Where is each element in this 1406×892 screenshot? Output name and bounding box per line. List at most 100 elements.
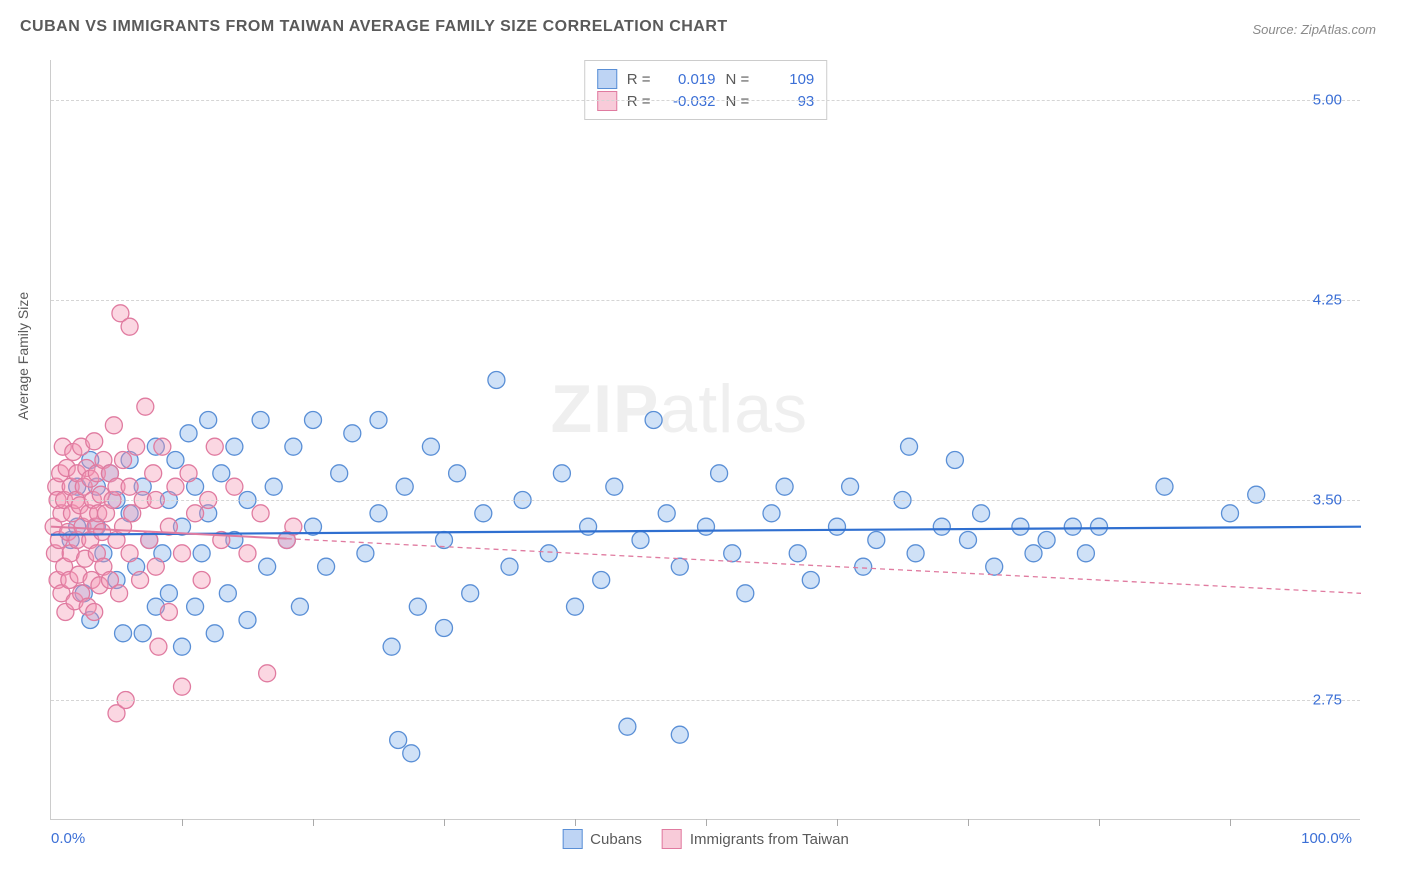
data-point — [167, 478, 184, 495]
data-point — [645, 412, 662, 429]
data-point — [331, 465, 348, 482]
data-point — [370, 505, 387, 522]
data-point — [390, 732, 407, 749]
data-point — [121, 545, 138, 562]
data-point — [842, 478, 859, 495]
data-point — [239, 612, 256, 629]
data-point — [318, 558, 335, 575]
data-point — [239, 545, 256, 562]
data-point — [698, 518, 715, 535]
r-label: R = — [627, 93, 651, 110]
data-point — [134, 625, 151, 642]
r-value-taiwan: -0.032 — [661, 93, 716, 110]
scatter-svg — [51, 60, 1360, 819]
gridline — [51, 300, 1360, 301]
data-point — [1222, 505, 1239, 522]
data-point — [1077, 545, 1094, 562]
data-point — [86, 604, 103, 621]
data-point — [403, 745, 420, 762]
data-point — [305, 412, 322, 429]
data-point — [907, 545, 924, 562]
x-tick — [313, 819, 314, 826]
data-point — [946, 452, 963, 469]
data-point — [986, 558, 1003, 575]
data-point — [111, 585, 128, 602]
data-point — [206, 625, 223, 642]
y-axis-label: Average Family Size — [15, 292, 31, 420]
data-point — [200, 412, 217, 429]
data-point — [606, 478, 623, 495]
data-point — [671, 726, 688, 743]
x-tick — [444, 819, 445, 826]
data-point — [252, 505, 269, 522]
legend-label-taiwan: Immigrants from Taiwan — [690, 831, 849, 848]
r-label: R = — [627, 71, 651, 88]
data-point — [174, 678, 191, 695]
x-axis-label: 100.0% — [1301, 830, 1352, 847]
data-point — [145, 465, 162, 482]
data-point — [632, 532, 649, 549]
gridline — [51, 500, 1360, 501]
n-value-taiwan: 93 — [759, 93, 814, 110]
data-point — [174, 545, 191, 562]
data-point — [128, 438, 145, 455]
data-point — [180, 465, 197, 482]
data-point — [187, 598, 204, 615]
swatch-pink-icon — [597, 91, 617, 111]
y-tick-label: 4.25 — [1313, 292, 1342, 309]
data-point — [553, 465, 570, 482]
data-point — [933, 518, 950, 535]
swatch-blue-icon — [562, 829, 582, 849]
data-point — [115, 452, 132, 469]
swatch-blue-icon — [597, 69, 617, 89]
data-point — [187, 505, 204, 522]
data-point — [167, 452, 184, 469]
data-point — [252, 412, 269, 429]
legend-item-cubans: Cubans — [562, 829, 642, 849]
chart-title: CUBAN VS IMMIGRANTS FROM TAIWAN AVERAGE … — [20, 18, 728, 36]
data-point — [1012, 518, 1029, 535]
data-point — [488, 372, 505, 389]
data-point — [370, 412, 387, 429]
data-point — [193, 572, 210, 589]
data-point — [396, 478, 413, 495]
stats-row-taiwan: R = -0.032 N = 93 — [597, 91, 815, 111]
data-point — [259, 558, 276, 575]
stats-legend: R = 0.019 N = 109 R = -0.032 N = 93 — [584, 60, 828, 120]
data-point — [193, 545, 210, 562]
data-point — [383, 638, 400, 655]
x-tick — [1099, 819, 1100, 826]
data-point — [501, 558, 518, 575]
data-point — [567, 598, 584, 615]
n-value-cubans: 109 — [759, 71, 814, 88]
data-point — [285, 438, 302, 455]
x-tick — [575, 819, 576, 826]
x-tick — [1230, 819, 1231, 826]
n-label: N = — [726, 93, 750, 110]
legend-label-cubans: Cubans — [590, 831, 642, 848]
data-point — [154, 438, 171, 455]
data-point — [462, 585, 479, 602]
data-point — [1038, 532, 1055, 549]
data-point — [150, 638, 167, 655]
data-point — [868, 532, 885, 549]
data-point — [219, 585, 236, 602]
y-tick-label: 5.00 — [1313, 92, 1342, 109]
data-point — [724, 545, 741, 562]
data-point — [174, 638, 191, 655]
data-point — [409, 598, 426, 615]
y-tick-label: 3.50 — [1313, 492, 1342, 509]
n-label: N = — [726, 71, 750, 88]
data-point — [180, 425, 197, 442]
data-point — [86, 433, 103, 450]
x-tick — [182, 819, 183, 826]
data-point — [1025, 545, 1042, 562]
x-tick — [706, 819, 707, 826]
y-tick-label: 2.75 — [1313, 692, 1342, 709]
stats-row-cubans: R = 0.019 N = 109 — [597, 69, 815, 89]
data-point — [1156, 478, 1173, 495]
data-point — [580, 518, 597, 535]
data-point — [226, 478, 243, 495]
data-point — [802, 572, 819, 589]
data-point — [737, 585, 754, 602]
